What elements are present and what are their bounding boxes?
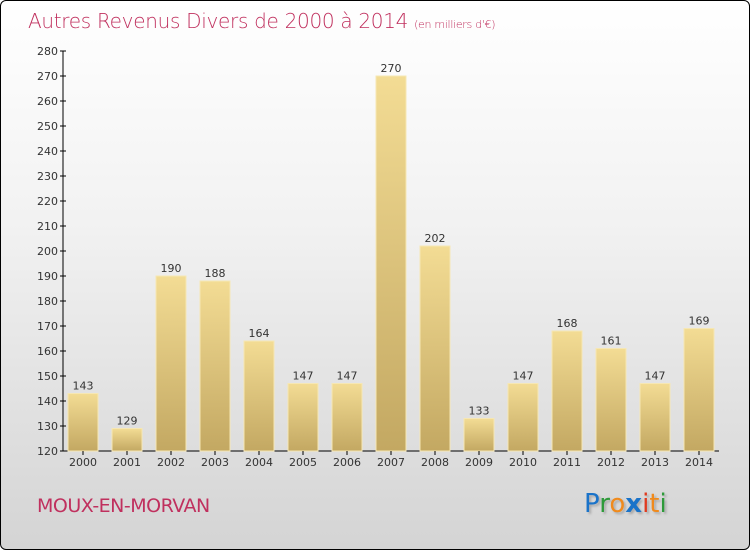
unit-label: (en milliers d'€) <box>414 18 496 31</box>
x-tick-label: 2008 <box>421 456 449 469</box>
data-label-2006: 147 <box>337 370 358 383</box>
x-tick-label: 2002 <box>157 456 185 469</box>
bar-2011 <box>551 330 583 452</box>
y-tick-label: 250 <box>37 120 58 133</box>
y-tick-label: 140 <box>37 395 58 408</box>
bar-2005 <box>287 383 319 452</box>
y-tick-label: 210 <box>37 220 58 233</box>
data-label-2009: 133 <box>469 405 490 418</box>
data-label-2012: 161 <box>601 335 622 348</box>
y-tick-label: 230 <box>37 170 58 183</box>
data-label-2001: 129 <box>117 415 138 428</box>
x-tick-label: 2010 <box>509 456 537 469</box>
y-tick-label: 120 <box>37 445 58 458</box>
data-label-2002: 190 <box>161 262 182 275</box>
bar-2012 <box>595 348 627 452</box>
title-text: Autres Revenus Divers de 2000 à 2014 <box>28 9 409 33</box>
x-tick-label: 2009 <box>465 456 493 469</box>
city-name: MOUX-EN-MORVAN <box>37 495 210 517</box>
y-tick-label: 190 <box>37 270 58 283</box>
data-label-2004: 164 <box>249 327 270 340</box>
bar-2010 <box>507 383 539 452</box>
bar-2008 <box>419 245 451 452</box>
y-tick-label: 130 <box>37 420 58 433</box>
bar-2006 <box>331 383 363 452</box>
bar-2009 <box>463 418 495 452</box>
data-label-2010: 147 <box>513 370 534 383</box>
x-tick-label: 2003 <box>201 456 229 469</box>
y-tick-label: 270 <box>37 70 58 83</box>
x-tick-label: 2004 <box>245 456 273 469</box>
x-tick-label: 2005 <box>289 456 317 469</box>
data-label-2007: 270 <box>381 62 402 75</box>
x-tick-label: 2014 <box>685 456 713 469</box>
bar-2002 <box>155 275 187 452</box>
data-label-2014: 169 <box>689 315 710 328</box>
x-tick-label: 2000 <box>69 456 97 469</box>
y-tick-label: 260 <box>37 95 58 108</box>
bar-2013 <box>639 383 671 452</box>
bar-2004 <box>243 340 275 452</box>
y-tick-label: 240 <box>37 145 58 158</box>
bar-2001 <box>111 428 143 452</box>
y-tick-label: 280 <box>37 45 58 58</box>
data-label-2003: 188 <box>205 267 226 280</box>
x-tick-label: 2007 <box>377 456 405 469</box>
data-label-2005: 147 <box>293 370 314 383</box>
y-tick-label: 200 <box>37 245 58 258</box>
bar-2003 <box>199 280 231 452</box>
x-tick-label: 2013 <box>641 456 669 469</box>
data-label-2011: 168 <box>557 317 578 330</box>
y-tick-label: 150 <box>37 370 58 383</box>
proxiti-logo: Proxiti <box>584 489 667 519</box>
bar-2014 <box>683 328 715 452</box>
y-tick-label: 180 <box>37 295 58 308</box>
data-label-2013: 147 <box>645 370 666 383</box>
data-label-2008: 202 <box>425 232 446 245</box>
x-tick-label: 2011 <box>553 456 581 469</box>
chart-title: Autres Revenus Divers de 2000 à 2014 (en … <box>28 9 496 33</box>
x-tick-label: 2006 <box>333 456 361 469</box>
x-tick-label: 2012 <box>597 456 625 469</box>
bar-2000 <box>67 393 99 452</box>
bar-2007 <box>375 75 407 452</box>
x-tick-label: 2001 <box>113 456 141 469</box>
y-tick-label: 160 <box>37 345 58 358</box>
y-tick-label: 170 <box>37 320 58 333</box>
data-label-2000: 143 <box>73 380 94 393</box>
y-tick-label: 220 <box>37 195 58 208</box>
